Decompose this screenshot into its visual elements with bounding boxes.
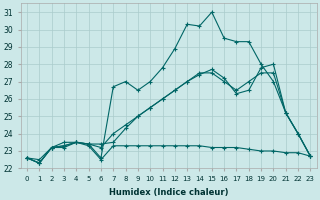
X-axis label: Humidex (Indice chaleur): Humidex (Indice chaleur) <box>109 188 228 197</box>
